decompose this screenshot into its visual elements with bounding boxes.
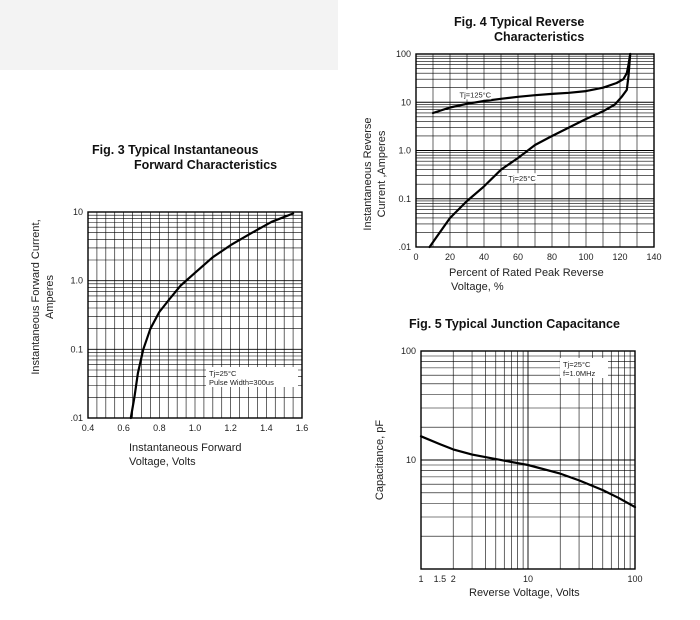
- fig4-ylabel-line-1: Instantaneous Reverse: [362, 117, 374, 231]
- y-tick-label: 10: [406, 455, 416, 465]
- fig4-title-line-2: Characteristics: [494, 30, 585, 44]
- y-tick-label: 10: [73, 207, 83, 217]
- x-tick-label: 1: [418, 574, 423, 584]
- annotation-text: f=1.0MHz: [563, 369, 596, 378]
- x-tick-label: 20: [445, 252, 455, 262]
- series-label-bg: [507, 173, 538, 184]
- fig5-ylabel: Capacitance, pF: [373, 410, 387, 510]
- x-tick-label: 80: [547, 252, 557, 262]
- fig4-title-line-1: Fig. 4 Typical Reverse: [454, 15, 585, 29]
- x-tick-label: 1.6: [296, 423, 309, 433]
- x-tick-label: 1.0: [189, 423, 202, 433]
- y-tick-label: .01: [398, 242, 411, 252]
- fig5-title-line-1: Fig. 5 Typical Junction Capacitance: [409, 317, 620, 331]
- series-line-1: [431, 52, 632, 115]
- y-tick-label: 0.1: [70, 344, 83, 354]
- fig4-xlabel-line-1: Percent of Rated Peak Reverse: [449, 267, 604, 279]
- x-tick-label: 120: [612, 252, 627, 262]
- x-tick-label: 100: [627, 574, 642, 584]
- x-tick-label: 2: [451, 574, 456, 584]
- plot-frame: [87, 211, 303, 419]
- series-label-125c: Tj=125°C: [460, 90, 492, 99]
- series-label-bg: [459, 89, 492, 100]
- x-tick-label: 0.8: [153, 423, 166, 433]
- x-tick-label: 0.6: [117, 423, 130, 433]
- fig4-xlabel-line-2: Voltage, %: [451, 281, 504, 293]
- x-tick-label: 40: [479, 252, 489, 262]
- plot-frame: [415, 53, 655, 248]
- fig3-title: Fig. 3 Typical Instantaneous Forward Cha…: [92, 143, 277, 173]
- annotation-text: Tj=25°C: [209, 369, 237, 378]
- x-tick-label: 0.4: [82, 423, 95, 433]
- annotation-box: [560, 358, 608, 378]
- annotation-text: Pulse Width=300us: [209, 378, 274, 387]
- series-label-25c: Tj=25°C: [508, 174, 536, 183]
- fig4-title: Fig. 4 Typical Reverse Characteristics: [454, 15, 584, 45]
- y-tick-label: 1.0: [70, 276, 83, 286]
- series-line-1: [129, 212, 295, 420]
- x-tick-label: 1.2: [224, 423, 237, 433]
- fig4-ylabel-line-2: Current ,Amperes: [376, 130, 388, 218]
- fig3-xlabel: Instantaneous Forward Voltage, Volts: [129, 441, 242, 469]
- y-tick-label: .01: [70, 413, 83, 423]
- fig5-xlabel-line-1: Reverse Voltage, Volts: [469, 587, 580, 599]
- annotation-box: [206, 367, 298, 387]
- x-tick-label: 60: [513, 252, 523, 262]
- y-tick-label: 1.0: [398, 146, 411, 156]
- y-tick-label: 100: [396, 49, 411, 59]
- fig5-xlabel: Reverse Voltage, Volts: [469, 586, 580, 600]
- header-shade: [0, 0, 338, 70]
- x-tick-label: 1.5: [434, 574, 447, 584]
- fig3-xlabel-line-1: Instantaneous Forward: [129, 442, 242, 454]
- fig5-plot: Tj=25°Cf=1.0MHz 1 1.5 2 10 100 10 100: [401, 346, 643, 584]
- fig4-ylabel: Instantaneous Reverse Current ,Amperes: [361, 99, 389, 249]
- fig3-ylabel: Instantaneous Forward Current, Amperes: [29, 207, 57, 387]
- plot-frame: [420, 350, 636, 570]
- y-tick-label: 10: [401, 97, 411, 107]
- fig3-title-line-2: Forward Characteristics: [134, 158, 278, 172]
- fig4-plot: 0 20 40 60 80 100 120 140 .01 0.1 1.0 10 100 Tj=125°C…: [396, 49, 662, 262]
- fig3-title-line-1: Fig. 3 Typical Instantaneous: [92, 143, 259, 157]
- fig4-xlabel: Percent of Rated Peak Reverse Voltage, %: [449, 266, 604, 294]
- y-tick-label: 100: [401, 346, 416, 356]
- x-tick-label: 100: [578, 252, 593, 262]
- x-tick-label: 0: [413, 252, 418, 262]
- y-tick-label: 0.1: [398, 194, 411, 204]
- annotation-text: Tj=25°C: [563, 360, 591, 369]
- fig3-xlabel-line-2: Voltage, Volts: [129, 456, 196, 468]
- x-tick-label: 140: [646, 252, 661, 262]
- fig3-ylabel-line-1: Instantaneous Forward Current,: [30, 219, 42, 375]
- series-line-2: [428, 52, 632, 249]
- series-line-1: [419, 435, 637, 509]
- x-tick-label: 10: [523, 574, 533, 584]
- fig5-ylabel-line-1: Capacitance, pF: [374, 419, 386, 501]
- fig3-ylabel-line-2: Amperes: [44, 274, 56, 320]
- fig5-title: Fig. 5 Typical Junction Capacitance: [409, 317, 620, 332]
- x-tick-label: 1.4: [260, 423, 273, 433]
